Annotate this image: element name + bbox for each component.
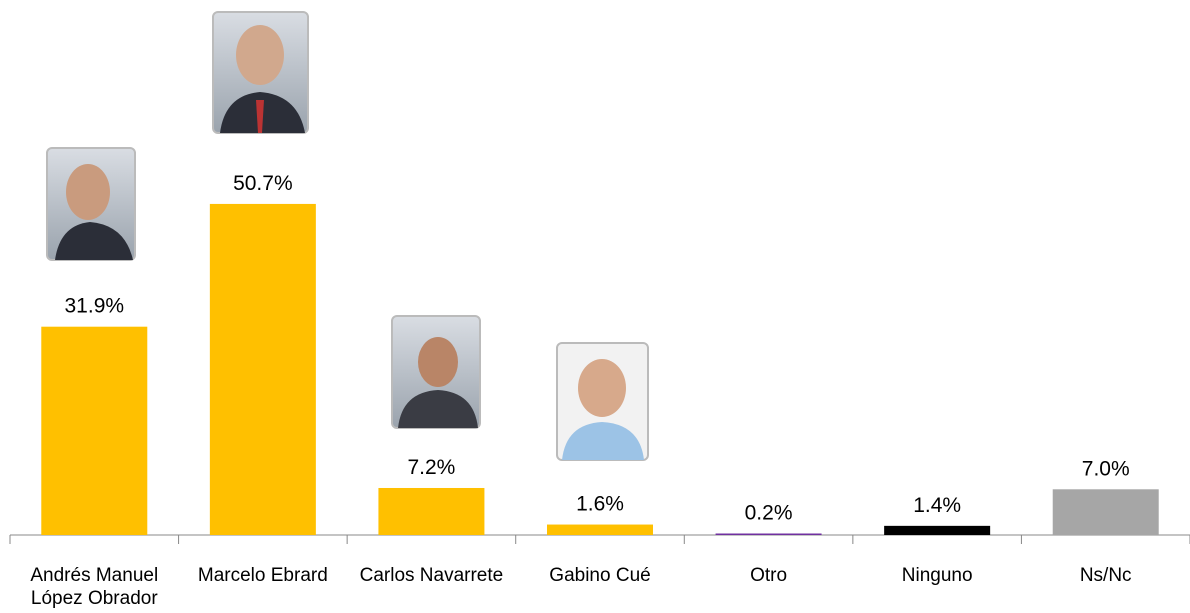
x-tick-label: Andrés Manuel López Obrador [19,564,169,610]
x-tick-label: Ns/Nc [1031,564,1181,587]
photo [47,148,135,260]
x-tick-label: Otro [694,564,844,587]
photo [213,12,308,133]
value-label: 1.6% [576,493,624,516]
x-tick-label: Carlos Navarrete [356,564,506,587]
x-tick-label: Ninguno [862,564,1012,587]
x-tick-label: Gabino Cué [525,564,675,587]
chart: 31.9% 50.7% 7.2% 1.6% 0.2% 1.4% 7.0% Andrés Ma… [0,0,1190,613]
value-label: 7.0% [1082,457,1130,480]
value-label: 50.7% [233,172,293,195]
chart-canvas: 31.9% 50.7% 7.2% 1.6% 0.2% 1.4% 7.0% [0,0,1190,613]
bar [378,488,484,535]
bar [210,204,316,535]
photo [392,316,480,428]
value-label: 1.4% [913,494,961,517]
bar [41,327,147,535]
value-label: 0.2% [745,502,793,525]
x-tick-label: Marcelo Ebrard [188,564,338,587]
bar [716,534,822,536]
bar [547,525,653,535]
photo [557,343,648,460]
bar [1053,489,1159,535]
value-label: 31.9% [65,295,125,318]
bar [884,526,990,535]
value-label: 7.2% [407,456,455,479]
